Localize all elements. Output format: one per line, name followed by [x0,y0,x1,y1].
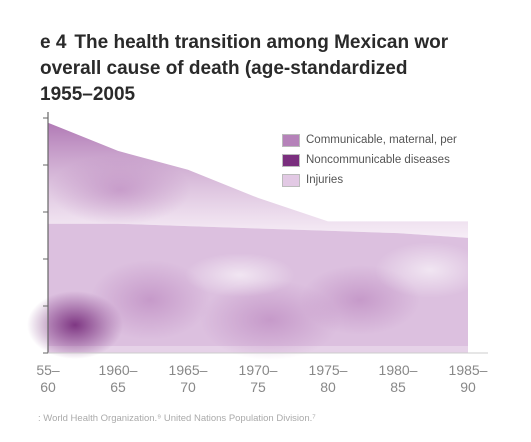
x-tick-label: 1960– 65 [99,362,138,395]
legend-label: Noncommunicable diseases [306,154,450,166]
legend-label: Communicable, maternal, per [306,134,457,146]
texture-blob [90,260,210,340]
legend-item: Injuries [282,170,457,190]
source-note: : World Health Organization.⁹ United Nat… [38,413,316,424]
legend-swatch [282,153,300,167]
texture-blob [375,242,485,298]
title-line-3: 1955–2005 [40,84,136,105]
title-line-1: The health transition among Mexican wor [74,32,449,53]
x-tick-label: 1965– 70 [169,362,208,395]
x-tick-label: 55– 60 [36,362,60,395]
legend-label: Injuries [306,174,344,186]
x-tick-label: 1970– 75 [239,362,278,395]
legend-swatch [282,133,300,147]
x-tick-label: 1980– 85 [379,362,418,395]
legend-item: Noncommunicable diseases [282,150,457,170]
legend-item: Communicable, maternal, per [282,130,457,150]
figure-label: e 4 [40,32,67,53]
chart-title: e 4 The health transition among Mexican w… [40,30,448,108]
legend: Communicable, maternal, per Noncommunicab… [282,130,457,190]
title-line-2: overall cause of death (age-standardized [40,58,408,79]
legend-swatch [282,173,300,187]
x-tick-label: 1975– 80 [309,362,348,395]
texture-blob [50,155,190,225]
texture-blob [185,253,295,297]
x-tick-label: 1985– 90 [449,362,488,395]
